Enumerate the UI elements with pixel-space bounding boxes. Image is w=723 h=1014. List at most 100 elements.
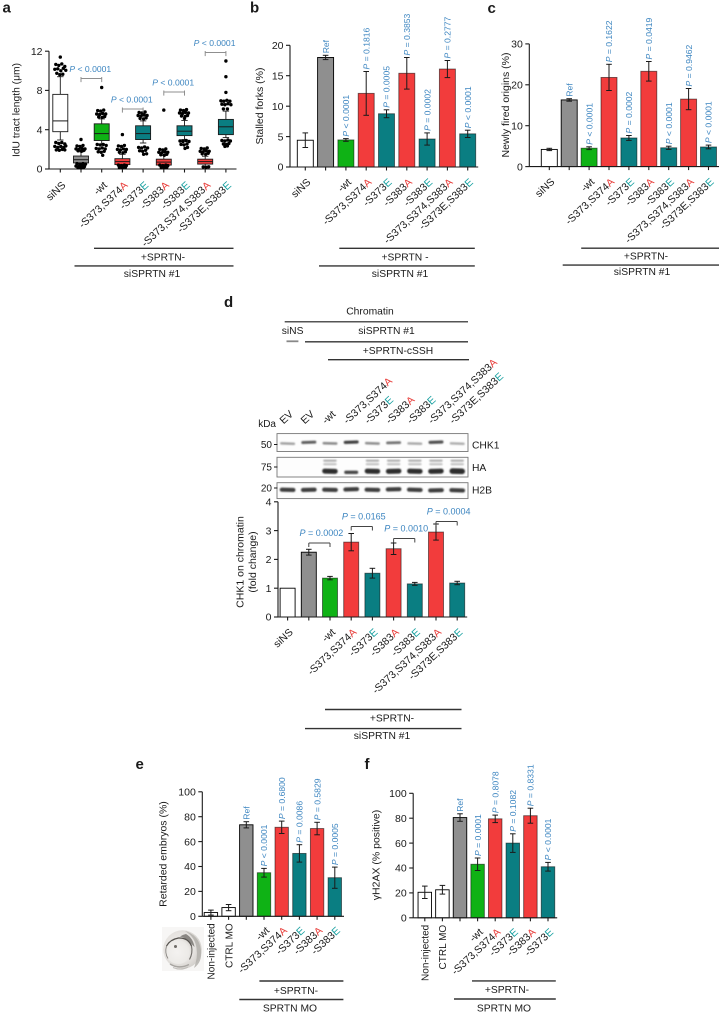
svg-text:H2B: H2B bbox=[472, 486, 492, 497]
svg-text:0: 0 bbox=[401, 913, 407, 925]
svg-text:0: 0 bbox=[517, 161, 523, 173]
svg-text:P = 0.0004: P = 0.0004 bbox=[427, 507, 471, 517]
svg-text:0: 0 bbox=[190, 911, 196, 923]
svg-text:P < 0.0001: P < 0.0001 bbox=[194, 38, 236, 48]
svg-text:P = 0.0086: P = 0.0086 bbox=[295, 801, 305, 843]
svg-text:12: 12 bbox=[31, 46, 43, 58]
svg-text:0: 0 bbox=[37, 164, 43, 176]
svg-text:80: 80 bbox=[395, 813, 407, 825]
svg-text:10: 10 bbox=[272, 101, 284, 113]
svg-text:P = 0.8078: P = 0.8078 bbox=[490, 771, 500, 813]
svg-text:50: 50 bbox=[261, 440, 273, 451]
svg-text:+SPRTN-: +SPRTN- bbox=[274, 986, 318, 997]
svg-text:20: 20 bbox=[511, 80, 523, 92]
svg-text:c: c bbox=[488, 0, 496, 17]
svg-text:P = 0.0005: P = 0.0005 bbox=[330, 823, 340, 865]
svg-text:P = 0.0010: P = 0.0010 bbox=[384, 524, 428, 534]
svg-text:b: b bbox=[250, 0, 259, 17]
svg-text:siSPRTN #1: siSPRTN #1 bbox=[354, 731, 411, 742]
svg-text:IdU tract length (μm): IdU tract length (μm) bbox=[12, 63, 23, 157]
svg-text:P < 0.0001: P < 0.0001 bbox=[584, 103, 594, 145]
svg-text:P = 0.6800: P = 0.6800 bbox=[277, 777, 287, 819]
svg-text:P = 0.0001: P = 0.0001 bbox=[473, 814, 483, 856]
svg-text:20: 20 bbox=[184, 886, 196, 898]
svg-text:P = 0.0002: P = 0.0002 bbox=[624, 91, 634, 133]
svg-text:siNS: siNS bbox=[282, 326, 304, 337]
svg-text:f: f bbox=[365, 756, 371, 773]
svg-text:Chromatin: Chromatin bbox=[346, 306, 394, 317]
svg-text:d: d bbox=[224, 294, 233, 311]
svg-text:P < 0.0001: P < 0.0001 bbox=[259, 824, 269, 866]
svg-text:P = 0.8331: P = 0.8331 bbox=[526, 764, 536, 806]
svg-text:40: 40 bbox=[395, 863, 407, 875]
svg-text:CTRL MO: CTRL MO bbox=[438, 925, 449, 970]
svg-text:10: 10 bbox=[511, 120, 523, 132]
svg-text:γH2AX (% positive): γH2AX (% positive) bbox=[371, 810, 383, 900]
svg-text:(fold change): (fold change) bbox=[247, 531, 259, 592]
svg-text:P < 0.0001: P < 0.0001 bbox=[664, 102, 674, 144]
svg-text:siSPRTN #1: siSPRTN #1 bbox=[358, 326, 415, 337]
svg-text:P = 0.0002: P = 0.0002 bbox=[299, 528, 343, 538]
svg-text:Ref: Ref bbox=[242, 806, 252, 820]
svg-text:Newly fired origins (%): Newly fired origins (%) bbox=[500, 52, 512, 157]
svg-text:20: 20 bbox=[261, 484, 273, 495]
svg-text:40: 40 bbox=[184, 861, 196, 873]
svg-text:4: 4 bbox=[37, 124, 43, 136]
svg-text:CTRL MO: CTRL MO bbox=[224, 923, 235, 968]
svg-text:Ref: Ref bbox=[321, 39, 331, 53]
svg-text:P = 0.3853: P = 0.3853 bbox=[402, 13, 412, 55]
svg-text:0: 0 bbox=[278, 162, 284, 174]
svg-text:kDa: kDa bbox=[258, 419, 276, 430]
svg-text:2: 2 bbox=[266, 554, 272, 566]
svg-text:0: 0 bbox=[266, 612, 272, 624]
svg-text:SPRTN MO: SPRTN MO bbox=[263, 1003, 317, 1014]
svg-text:CHK1 on chromatin: CHK1 on chromatin bbox=[235, 516, 247, 608]
svg-text:5: 5 bbox=[278, 131, 284, 143]
svg-text:4: 4 bbox=[266, 497, 272, 509]
svg-text:siSPRTN #1: siSPRTN #1 bbox=[372, 269, 429, 280]
svg-text:P = 0.9462: P = 0.9462 bbox=[684, 44, 694, 86]
svg-text:60: 60 bbox=[395, 838, 407, 850]
svg-text:P = 0.0165: P = 0.0165 bbox=[342, 512, 386, 522]
svg-text:P < 0.0001: P < 0.0001 bbox=[543, 818, 553, 860]
svg-text:3: 3 bbox=[266, 525, 272, 537]
svg-text:siSPRTN #1: siSPRTN #1 bbox=[614, 267, 671, 278]
svg-text:+SPRTN-: +SPRTN- bbox=[485, 985, 529, 996]
svg-text:100: 100 bbox=[178, 787, 196, 799]
svg-text:P = 0.1622: P = 0.1622 bbox=[604, 20, 614, 62]
svg-text:1: 1 bbox=[266, 583, 272, 595]
svg-text:P < 0.0001: P < 0.0001 bbox=[152, 78, 194, 88]
svg-text:P = 0.1816: P = 0.1816 bbox=[361, 27, 371, 69]
svg-text:P = 0.0419: P = 0.0419 bbox=[644, 17, 654, 59]
svg-text:Non-injected: Non-injected bbox=[421, 925, 432, 981]
svg-text:HA: HA bbox=[472, 463, 486, 474]
svg-text:siSPRTN #1: siSPRTN #1 bbox=[124, 269, 181, 280]
svg-text:Stalled forks (%): Stalled forks (%) bbox=[254, 67, 266, 144]
svg-text:P = 0.5829: P = 0.5829 bbox=[312, 778, 322, 820]
svg-text:P < 0.0001: P < 0.0001 bbox=[111, 95, 153, 105]
svg-text:30: 30 bbox=[511, 39, 523, 51]
svg-text:a: a bbox=[3, 0, 12, 17]
svg-text:SPRTN MO: SPRTN MO bbox=[477, 1003, 531, 1014]
svg-text:P < 0.0001: P < 0.0001 bbox=[69, 64, 111, 74]
svg-text:+SPRTN-: +SPRTN- bbox=[370, 713, 414, 724]
svg-text:P = 0.1082: P = 0.1082 bbox=[508, 790, 518, 832]
svg-text:P < 0.0001: P < 0.0001 bbox=[463, 86, 473, 128]
svg-text:20: 20 bbox=[395, 888, 407, 900]
svg-text:P = 0.0005: P = 0.0005 bbox=[382, 66, 392, 108]
svg-text:Ref: Ref bbox=[564, 83, 574, 97]
svg-text:P < 0.0001: P < 0.0001 bbox=[704, 101, 714, 143]
svg-text:CHK1: CHK1 bbox=[472, 441, 500, 452]
svg-text:+SPRTN-: +SPRTN- bbox=[624, 252, 668, 263]
svg-text:+SPRTN-cSSH: +SPRTN-cSSH bbox=[363, 346, 433, 357]
svg-text:e: e bbox=[136, 756, 144, 773]
svg-text:Retarded embryos (%): Retarded embryos (%) bbox=[158, 801, 170, 907]
svg-text:Non-injected: Non-injected bbox=[207, 923, 218, 979]
svg-text:P = 0.2777: P = 0.2777 bbox=[443, 16, 453, 58]
svg-text:20: 20 bbox=[272, 40, 284, 52]
svg-text:Ref: Ref bbox=[455, 798, 465, 812]
svg-text:75: 75 bbox=[261, 463, 273, 474]
svg-text:80: 80 bbox=[184, 811, 196, 823]
svg-text:8: 8 bbox=[37, 85, 43, 97]
svg-text:+SPRTN-: +SPRTN- bbox=[141, 252, 185, 263]
